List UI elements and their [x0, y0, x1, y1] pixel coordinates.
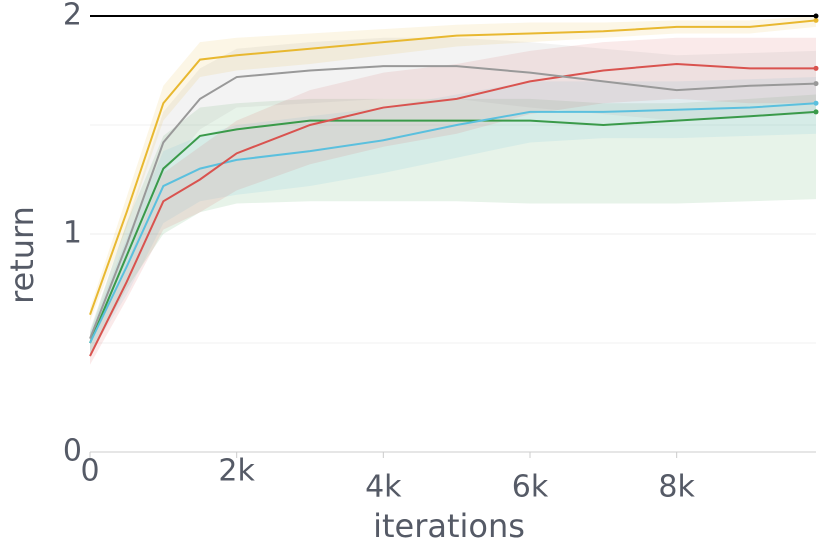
x-tick-label: 8k [658, 470, 695, 505]
end-dot [813, 81, 819, 87]
band [90, 77, 816, 354]
y-tick-label: 0 [63, 434, 82, 469]
line [89, 19, 817, 315]
x-tick-label: 4k [365, 470, 402, 505]
end-dot [813, 13, 819, 19]
line [89, 65, 817, 340]
y-tick-label: 1 [63, 216, 82, 251]
line [89, 102, 817, 344]
band [90, 94, 816, 354]
x-tick-label: 2k [218, 454, 255, 489]
x-axis-label: iterations [373, 507, 525, 545]
end-dot [813, 65, 819, 71]
x-tick-label: 0 [80, 454, 99, 489]
end-dot [813, 100, 819, 106]
line [89, 62, 816, 357]
end-dot [813, 109, 819, 115]
y-axis-label: return [3, 206, 41, 304]
end-dot [813, 17, 819, 23]
x-tick-label: 6k [512, 470, 549, 505]
band [90, 37, 816, 365]
line [89, 110, 817, 344]
band [90, 37, 816, 348]
y-tick-label: 2 [63, 0, 82, 33]
